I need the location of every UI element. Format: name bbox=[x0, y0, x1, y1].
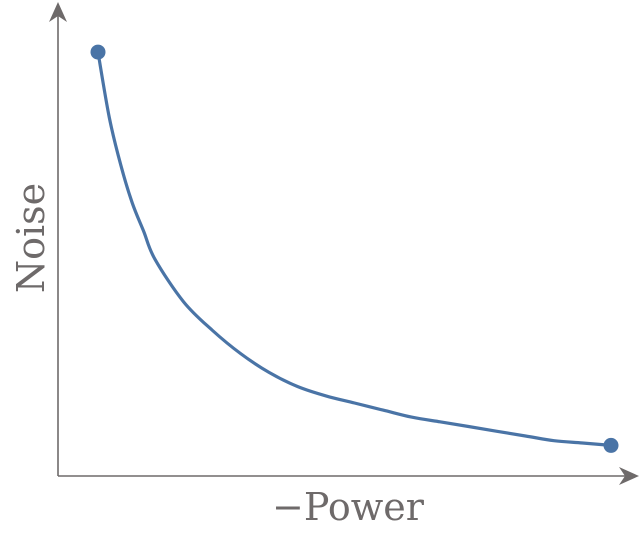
series-line bbox=[96, 50, 613, 447]
end-point-marker bbox=[603, 437, 619, 453]
x-axis-title: −Power bbox=[272, 485, 425, 529]
y-axis-arrow-icon bbox=[49, 2, 67, 22]
endpoint-markers bbox=[90, 44, 619, 453]
x-axis-arrow-icon bbox=[619, 467, 639, 485]
y-axis-title: Noise bbox=[9, 183, 53, 293]
start-point-marker bbox=[90, 44, 106, 60]
